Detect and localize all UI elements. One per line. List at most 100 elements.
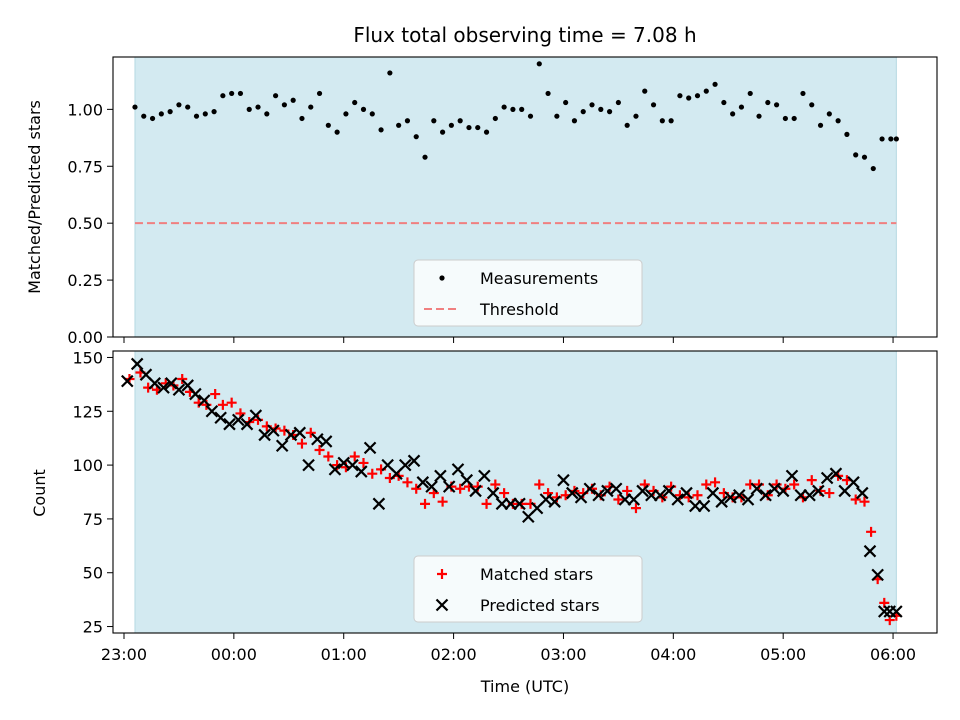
data-point [806,475,817,486]
data-point [293,426,307,440]
data-point [527,113,534,119]
data-point [290,97,296,103]
data-point [492,115,498,122]
data-point [420,498,431,509]
data-point [776,484,790,498]
top-plot-area: 0.00 0.25 0.50 0.75 1.00 Measurements Threshol… [67,56,938,347]
data-point [176,102,182,108]
data-point [249,409,263,422]
legend-label: Measurements [480,269,598,288]
data-point [715,495,728,508]
data-point [466,124,472,131]
data-point [149,115,156,122]
data-point [316,90,323,97]
data-point [826,111,832,117]
top-y-tick-label: 0.50 [67,214,103,233]
data-point [469,484,482,498]
data-point [237,90,244,97]
data-point [416,476,430,489]
data-point [859,496,870,507]
top-y-tick-label: 1.00 [67,100,103,119]
data-point [817,122,824,128]
data-point [167,109,173,115]
bottom-y-tick-label: 75 [83,510,103,529]
data-point [598,106,604,112]
data-point [694,93,701,99]
data-point [829,467,843,480]
data-point [782,115,788,122]
data-point [305,427,316,438]
data-point [750,482,764,496]
data-point [404,118,411,124]
data-point [615,99,621,106]
x-tick-label: 01:00 [321,645,367,664]
top-series-measurements [132,61,899,172]
data-point [448,122,454,128]
data-point [721,99,727,106]
data-point [800,90,806,97]
data-point [325,122,331,128]
data-point [387,70,393,76]
data-point [422,154,428,160]
x-axis-label: Time (UTC) [480,677,569,696]
bottom-legend: Matched stars Predicted stars [413,555,643,623]
data-point [148,377,162,390]
data-point [534,479,545,490]
data-point [680,486,693,500]
top-axes-frame [112,56,938,338]
data-point [877,605,891,618]
data-point [592,488,605,502]
data-point [650,102,657,108]
data-point [437,496,448,507]
x-tick-label: 03:00 [540,645,586,664]
data-point [211,109,217,115]
data-point [624,122,630,128]
data-point [712,81,718,87]
data-point [413,134,419,140]
x-tick-label: 05:00 [760,645,806,664]
data-point [296,438,307,449]
data-point [299,115,305,122]
bottom-series-matched-stars [124,367,902,626]
data-point [267,424,280,437]
data-point [367,468,378,479]
data-point [273,93,279,99]
data-point [789,479,800,490]
data-point [677,93,683,99]
legend-marker [437,569,447,579]
data-point [850,494,861,505]
data-point [264,111,270,117]
data-point [844,131,850,137]
data-point [633,113,639,119]
data-point [158,111,164,117]
data-point [536,61,542,67]
data-point [141,113,147,119]
data-point [308,104,314,110]
data-point [557,473,570,487]
data-point [824,488,835,499]
data-point [314,445,325,456]
data-point [323,451,334,462]
x-tick-label: 02:00 [431,645,477,664]
legend-marker [435,598,449,612]
data-point [730,111,736,117]
bottom-panel: 25 50 75 100 125 150 23:00 00:00 01:00 02:00 03:00… [30,348,938,696]
top-y-tick-label: 0.25 [67,271,103,290]
data-point [229,90,235,97]
data-point [747,90,753,97]
data-point [434,469,447,483]
data-point [411,483,422,494]
data-point [686,95,692,101]
legend-label: Predicted stars [480,596,600,615]
data-point [226,397,237,408]
data-point [369,111,375,117]
data-point [554,113,560,119]
data-point [738,104,745,110]
data-point [451,463,465,476]
data-point [475,124,481,131]
data-point [803,488,816,502]
data-point [697,499,711,513]
data-point [653,488,667,502]
data-point [223,417,236,431]
data-point [172,383,186,397]
